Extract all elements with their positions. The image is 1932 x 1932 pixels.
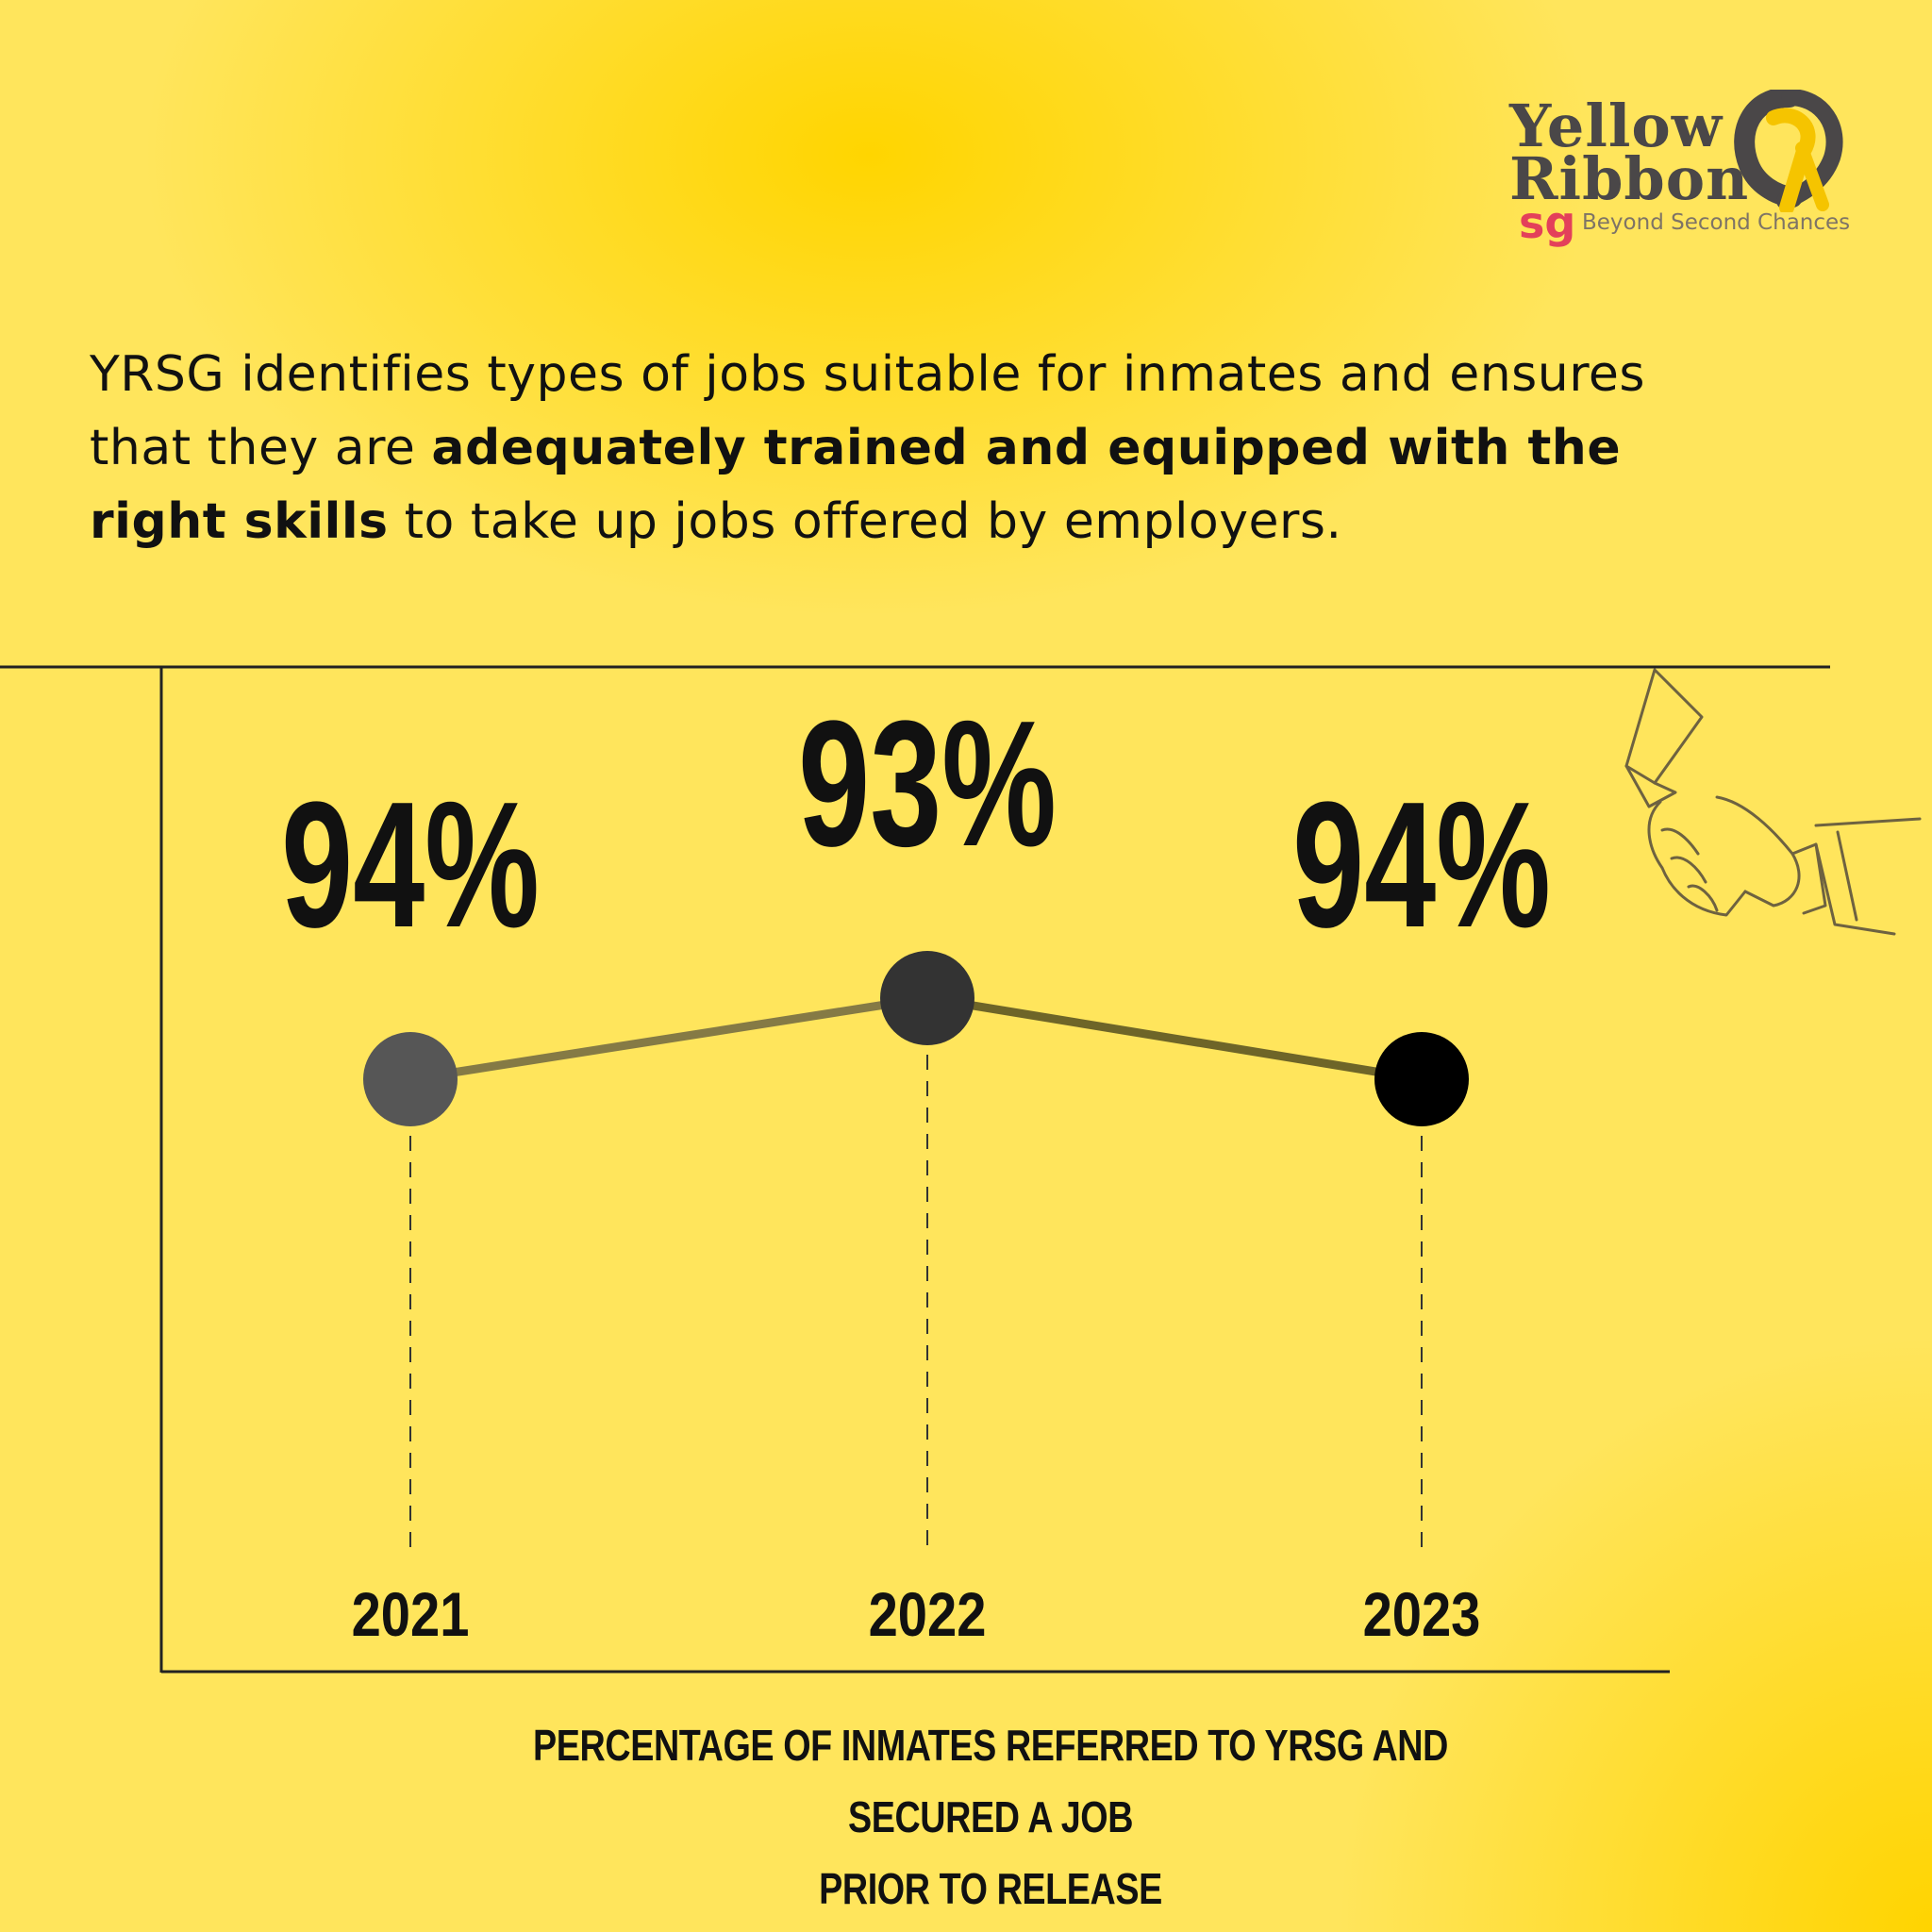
ribbon-icon [1734,90,1843,212]
logo-tagline: Beyond Second Chances [1582,210,1851,235]
value-label-2021: 94% [281,765,540,965]
x-tick-label-2023: 2023 [1363,1580,1481,1649]
data-point-2022 [880,951,974,1045]
intro-text-bold: adequately trained and equipped with the… [90,420,1622,550]
caption-line-2: PRIOR TO RELEASE [819,1864,1162,1913]
intro-paragraph: YRSG identifies types of jobs suitable f… [90,338,1712,558]
value-label-2022: 93% [798,684,1057,884]
x-tick-label-2022: 2022 [869,1580,987,1649]
caption-line-1: PERCENTAGE OF INMATES REFERRED TO YRSG A… [533,1721,1448,1841]
data-point-2023 [1374,1032,1469,1126]
logo-sg: sg [1519,197,1576,248]
logo-word-ribbon: Ribbon [1509,144,1750,213]
value-label-2023: 94% [1292,765,1551,965]
intro-text-end: to take up jobs offered by employers. [388,493,1342,550]
intro-text-start: YRSG identifies types of jobs suitable f… [90,346,1646,476]
logo-word-yellow: Yellow [1509,92,1724,160]
chart-caption: PERCENTAGE OF INMATES REFERRED TO YRSG A… [449,1709,1532,1924]
line-segment-1 [406,993,932,1084]
yellow-ribbon-logo: Yellow Ribbon sg Beyond Second Chances [1509,90,1851,255]
x-tick-label-2021: 2021 [352,1580,470,1649]
data-point-2021 [363,1032,458,1126]
line-segment-2 [923,993,1426,1084]
handshake-icon [1624,668,1922,936]
